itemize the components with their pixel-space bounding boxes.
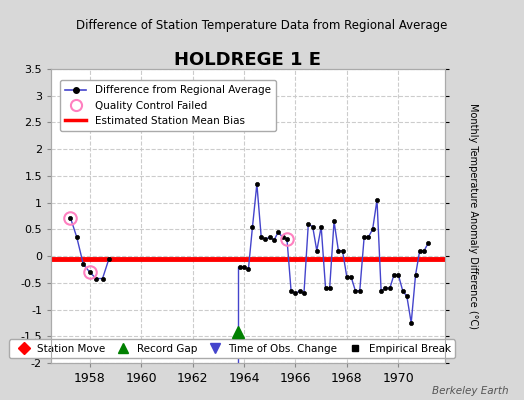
Text: Berkeley Earth: Berkeley Earth — [432, 386, 508, 396]
Text: Difference of Station Temperature Data from Regional Average: Difference of Station Temperature Data f… — [77, 20, 447, 32]
Title: HOLDREGE 1 E: HOLDREGE 1 E — [174, 51, 321, 69]
Legend: Station Move, Record Gap, Time of Obs. Change, Empirical Break: Station Move, Record Gap, Time of Obs. C… — [9, 340, 455, 358]
Y-axis label: Monthly Temperature Anomaly Difference (°C): Monthly Temperature Anomaly Difference (… — [467, 103, 477, 329]
